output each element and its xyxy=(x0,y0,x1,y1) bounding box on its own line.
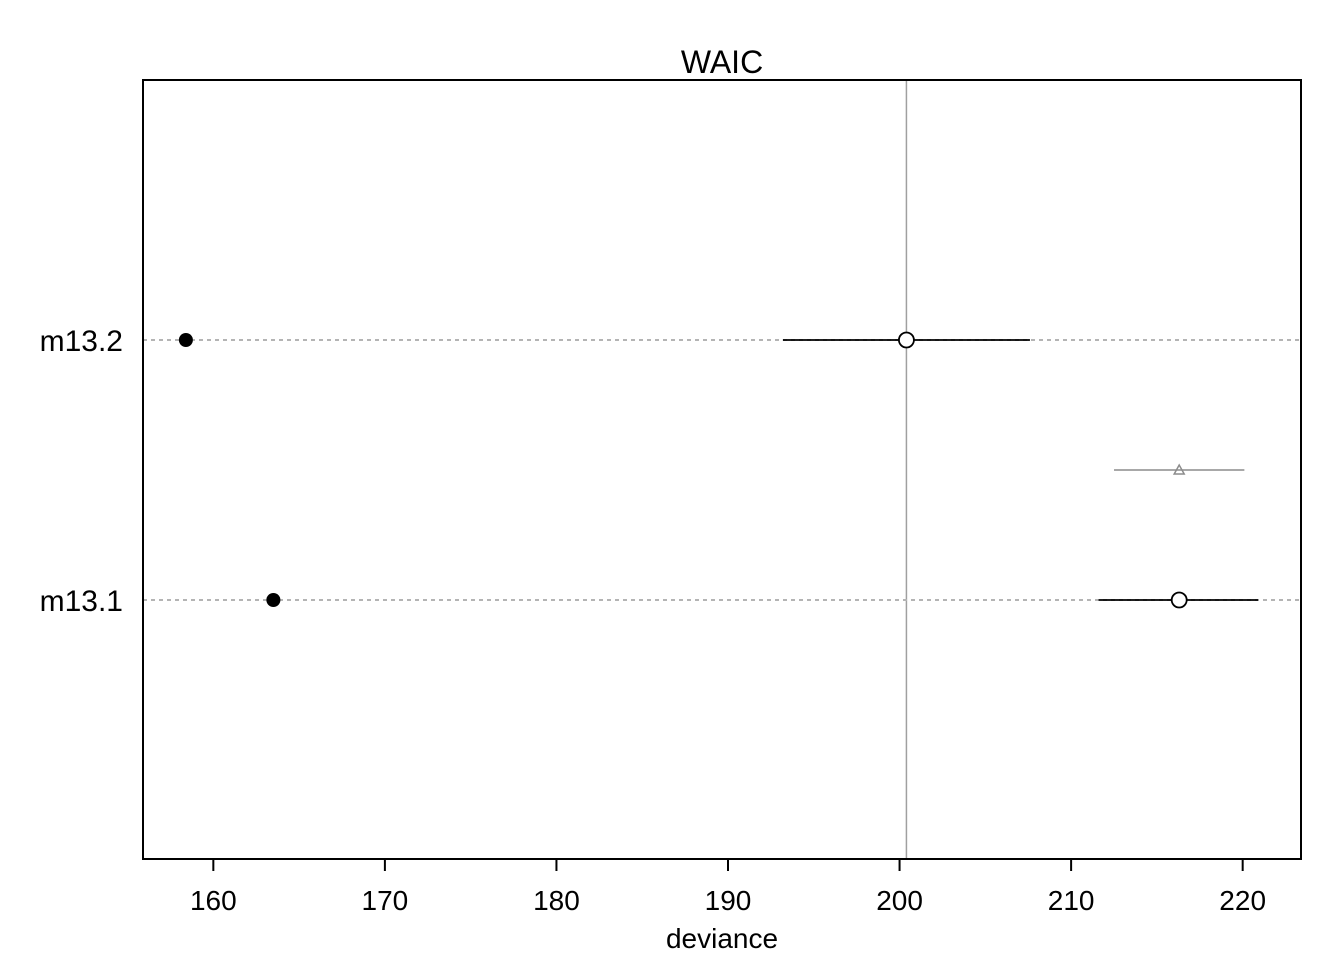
chart-title: WAIC xyxy=(681,44,763,80)
y-tick-label: m13.1 xyxy=(40,585,123,618)
x-axis-label: deviance xyxy=(666,923,778,954)
in-sample-deviance-point xyxy=(266,593,281,607)
x-tick-label: 180 xyxy=(533,885,580,916)
plot-layer xyxy=(143,80,1301,859)
x-axis: m13.2 m13.1 160 170 180 190 200 210 220 xyxy=(40,325,1266,916)
difference-point xyxy=(1172,463,1186,475)
in-sample-deviance-point xyxy=(178,333,193,347)
x-tick-label: 200 xyxy=(876,885,923,916)
x-tick-label: 210 xyxy=(1048,885,1095,916)
x-tick-label: 160 xyxy=(190,885,237,916)
waic-point xyxy=(898,331,915,349)
y-tick-label: m13.2 xyxy=(40,325,123,358)
waic-point xyxy=(1170,591,1188,609)
x-tick-label: 220 xyxy=(1219,885,1266,916)
x-tick-label: 170 xyxy=(362,885,409,916)
x-tick-label: 190 xyxy=(705,885,752,916)
